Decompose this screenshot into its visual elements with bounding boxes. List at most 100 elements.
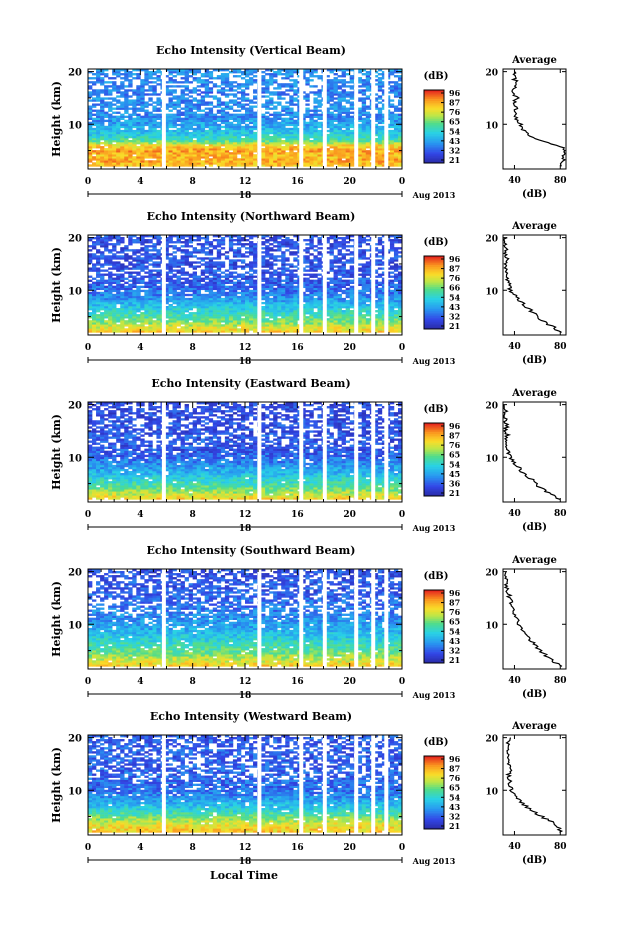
heatmap-cell: [329, 107, 334, 110]
heatmap-cell: [313, 287, 318, 291]
heatmap-cell: [261, 125, 266, 129]
heatmap-cell: [397, 322, 403, 325]
heatmap-cell: [208, 281, 214, 284]
heatmap-cell: [136, 308, 141, 311]
heatmap-cell: [273, 107, 278, 110]
heatmap-cell: [128, 71, 133, 74]
heatmap-cell: [285, 328, 290, 331]
heatmap-cell: [277, 295, 282, 299]
heatmap-cell: [208, 283, 214, 287]
heatmap-cell: [112, 308, 117, 311]
heatmap-cell: [212, 316, 218, 319]
heatmap-cell: [148, 156, 153, 159]
heatmap-cell: [96, 308, 101, 311]
heatmap-cell: [108, 144, 113, 147]
heatmap-cell: [220, 144, 226, 147]
heatmap-cell: [397, 89, 403, 92]
heatmap-cell: [116, 129, 121, 133]
heatmap-cell: [196, 291, 202, 295]
heatmap-cell: [220, 156, 226, 159]
heatmap-cell: [100, 131, 105, 135]
heatmap-cell: [152, 71, 157, 74]
heatmap-cell: [305, 285, 310, 289]
colorbar-swatch: [424, 155, 444, 158]
heatmap-cell: [200, 135, 206, 139]
heatmap-cell: [289, 297, 294, 301]
heatmap-cell: [281, 93, 286, 96]
heatmap-cell: [345, 91, 350, 94]
heatmap-cell: [100, 109, 105, 112]
heatmap-cell: [289, 79, 294, 82]
heatmap-cell: [148, 314, 153, 317]
heatmap-cell: [184, 316, 189, 319]
heatmap-cell: [249, 318, 254, 321]
heatmap-cell: [148, 113, 153, 116]
heatmap-cell: [393, 301, 399, 305]
heatmap-cell: [164, 81, 169, 84]
heatmap-cell: [96, 322, 101, 325]
heatmap-cell: [128, 312, 133, 315]
heatmap-cell: [397, 69, 403, 72]
heatmap-cell: [236, 316, 242, 319]
heatmap-cell: [329, 152, 334, 155]
heatmap-cell: [124, 285, 129, 289]
heatmap-cell: [192, 158, 197, 161]
heatmap-cell: [184, 330, 189, 333]
colorbar-tick-label: 65: [449, 117, 460, 127]
heatmap-cell: [152, 289, 157, 293]
heatmap-cell: [293, 310, 298, 313]
heatmap-cell: [345, 154, 350, 157]
heatmap-cell: [220, 79, 226, 82]
heatmap-cell: [228, 295, 234, 299]
heatmap-cell: [361, 289, 367, 293]
heatmap-cell: [265, 318, 270, 321]
heatmap-cell: [381, 283, 387, 287]
average-x-tick-label: 40: [508, 176, 521, 186]
heatmap-cell: [345, 322, 350, 325]
heatmap-cell: [176, 144, 181, 147]
heatmap-cell: [220, 328, 226, 331]
heatmap-cell: [104, 322, 109, 325]
heatmap-cell: [373, 293, 379, 297]
heatmap-cell: [192, 71, 197, 74]
heatmap-cell: [156, 148, 161, 151]
heatmap-cell: [116, 154, 121, 157]
heatmap-cell: [208, 303, 214, 307]
heatmap-cell: [281, 291, 286, 295]
heatmap-cell: [100, 158, 105, 161]
heatmap-cell: [377, 144, 383, 147]
heatmap-cell: [333, 113, 338, 116]
colorbar-swatch: [424, 135, 444, 138]
heatmap-cell: [397, 85, 403, 88]
heatmap-cell: [200, 121, 206, 125]
heatmap-cell: [228, 121, 234, 125]
average-profile-line: [510, 71, 567, 167]
heatmap-cell: [164, 312, 169, 315]
heatmap-cell: [301, 97, 306, 100]
heatmap-cell: [120, 121, 125, 125]
heatmap-cell: [389, 148, 395, 151]
heatmap-cell: [236, 320, 242, 323]
heatmap-cell: [132, 148, 137, 151]
heatmap-cell: [224, 129, 230, 133]
heatmap-cell: [365, 318, 371, 321]
heatmap-cell: [172, 330, 177, 333]
heatmap-cell: [301, 291, 306, 295]
colorbar-swatch: [424, 117, 444, 120]
heatmap-cell: [281, 85, 286, 88]
heatmap-cell: [224, 89, 230, 92]
heatmap-cell: [92, 97, 97, 100]
heatmap-cell: [253, 162, 258, 165]
heatmap-cell: [301, 115, 306, 118]
heatmap-cell: [349, 164, 354, 167]
heatmap-cell: [212, 283, 218, 287]
heatmap-cell: [393, 69, 399, 72]
heatmap-cell: [281, 285, 286, 289]
heatmap-cell: [124, 308, 129, 311]
heatmap-cell: [236, 283, 242, 287]
heatmap-cell: [240, 328, 246, 331]
heatmap-cell: [184, 129, 189, 133]
heatmap-cell: [313, 160, 318, 163]
heatmap-cell: [220, 287, 226, 291]
heatmap-cell: [361, 83, 367, 86]
